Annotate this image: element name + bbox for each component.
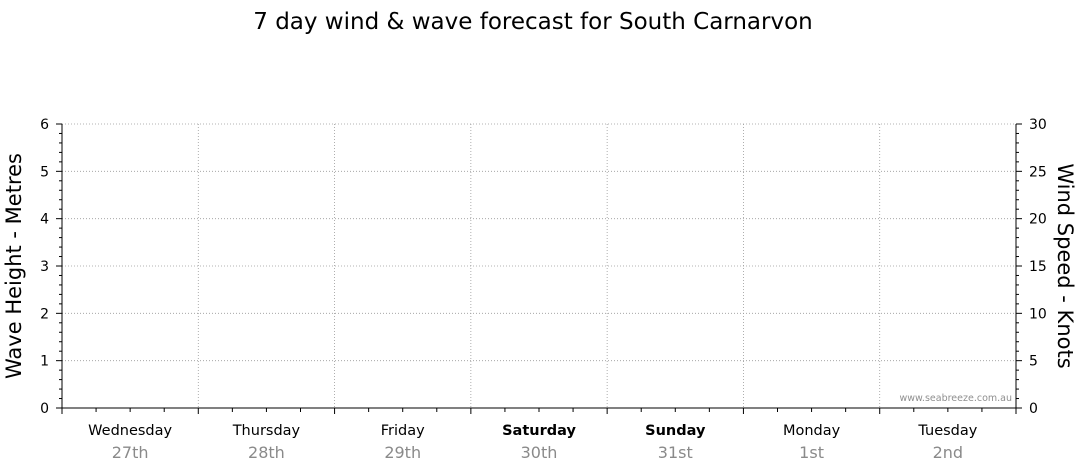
right-axis-title: Wind Speed - Knots xyxy=(1053,163,1077,368)
right-tick-label: 10 xyxy=(1029,306,1047,322)
left-tick-label: 1 xyxy=(40,354,49,370)
grid-lines xyxy=(62,123,1016,408)
right-tick-label: 20 xyxy=(1029,212,1047,228)
day-date-label: 2nd xyxy=(933,443,963,462)
day-labels: Wednesday 27th Thursday 28th Friday 29th Satur… xyxy=(88,423,978,462)
left-tick-label: 0 xyxy=(40,401,49,417)
left-axis-title: Wave Height - Metres xyxy=(2,153,26,379)
day-name-label: Sunday xyxy=(645,423,706,439)
day-date-label: 28th xyxy=(248,443,285,462)
right-tick-label: 25 xyxy=(1029,164,1047,180)
right-tick-label: 15 xyxy=(1029,259,1047,275)
day-name-label: Thursday xyxy=(232,423,301,439)
left-tick-label: 3 xyxy=(40,259,49,275)
watermark: www.seabreeze.com.au xyxy=(900,393,1013,404)
day-date-label: 30th xyxy=(521,443,558,462)
day-date-label: 29th xyxy=(384,443,421,462)
day-date-label: 31st xyxy=(658,443,693,462)
day-name-label: Tuesday xyxy=(917,423,977,439)
left-tick-label: 4 xyxy=(40,212,49,228)
right-tick-label: 30 xyxy=(1029,117,1047,133)
day-name-label: Monday xyxy=(783,423,841,439)
left-tick-label: 5 xyxy=(40,164,49,180)
axes xyxy=(61,124,1017,414)
left-tick-label: 6 xyxy=(40,117,49,133)
left-axis-ticks: 0 1 2 3 4 5 6 xyxy=(40,117,62,417)
day-date-label: 1st xyxy=(799,443,824,462)
right-tick-label: 0 xyxy=(1029,401,1038,417)
right-axis-ticks: 0 5 10 15 20 25 30 xyxy=(1016,117,1047,417)
right-tick-label: 5 xyxy=(1029,354,1038,370)
day-name-label: Wednesday xyxy=(88,423,172,439)
day-name-label: Friday xyxy=(381,423,425,439)
day-date-label: 27th xyxy=(112,443,149,462)
left-tick-label: 2 xyxy=(40,306,49,322)
day-name-label: Saturday xyxy=(502,423,576,439)
chart-title: 7 day wind & wave forecast for South Car… xyxy=(253,9,812,35)
